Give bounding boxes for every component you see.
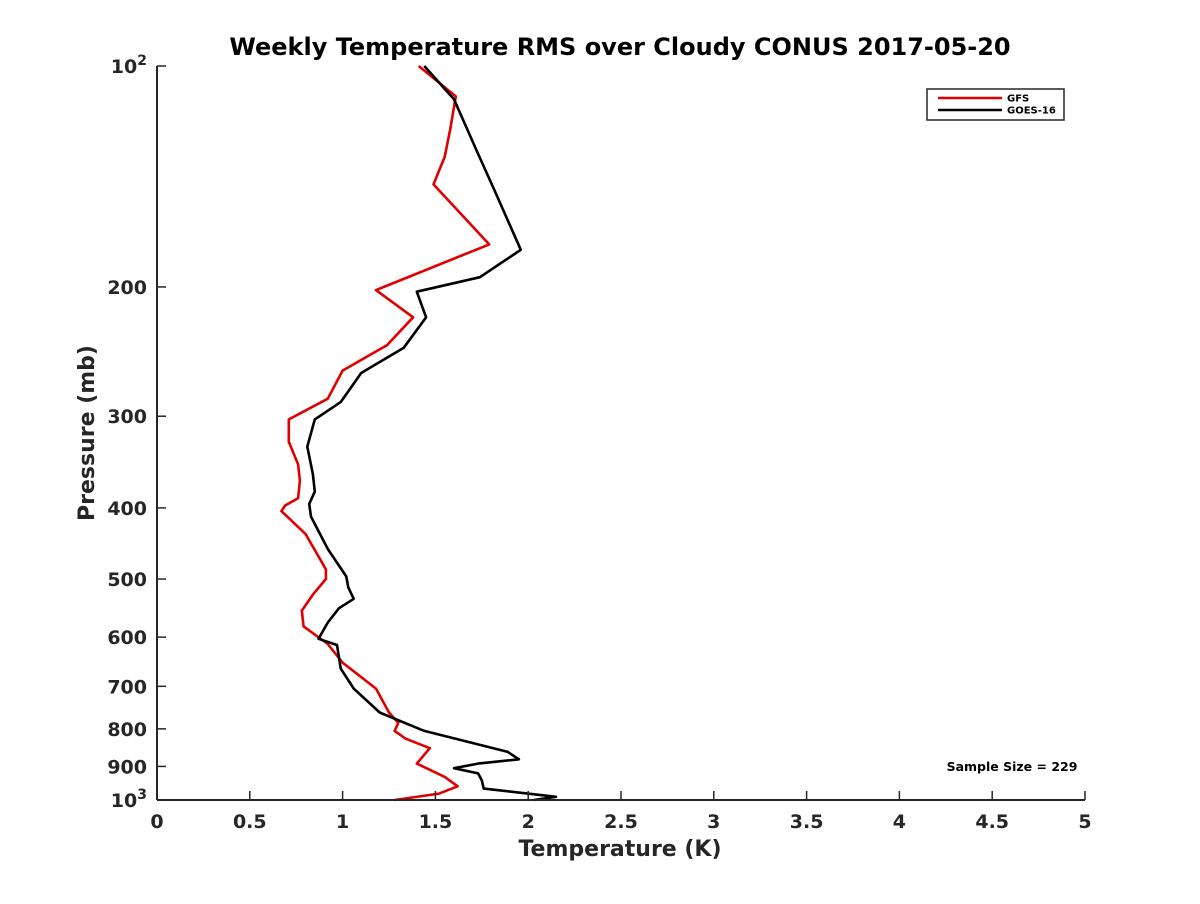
x-tick-label: 3.5 (790, 811, 824, 833)
legend-label-goes16: GOES-16 (1007, 106, 1056, 117)
series-line-goes16 (305, 65, 558, 802)
y-tick-label: 200 (107, 277, 147, 299)
x-axis-label: Temperature (K) (518, 837, 721, 862)
x-tick-label: 1 (336, 811, 349, 833)
legend-box (926, 88, 1065, 121)
y-tick-label: 400 (107, 498, 147, 520)
y-tick-label: 600 (107, 627, 147, 649)
y-tick-label: 500 (107, 569, 147, 591)
y-tick-label: 900 (107, 756, 147, 778)
legend: GFS GOES-16 (926, 88, 1065, 121)
ticks: 0 0.5 1 1.5 2 2.5 3 3.5 4 4.5 5 102 200 300 400 500 600 7… (107, 53, 1091, 833)
x-tick-label: 0 (150, 811, 163, 833)
y-axis-label: Pressure (mb) (75, 345, 100, 521)
x-tick-label: 2.5 (604, 811, 638, 833)
x-tick-label: 2 (522, 811, 535, 833)
x-tick-label: 0.5 (233, 811, 267, 833)
y-tick-label: 300 (107, 406, 147, 428)
sample-size-annotation: Sample Size = 229 (947, 759, 1078, 774)
y-tick-label: 800 (107, 719, 147, 741)
x-tick-label: 4.5 (975, 811, 1009, 833)
y-tick-label: 103 (111, 787, 147, 812)
x-tick-label: 5 (1078, 811, 1091, 833)
series-layer (280, 64, 558, 802)
chart-title: Weekly Temperature RMS over Cloudy CONUS… (229, 33, 1010, 61)
x-tick-label: 4 (893, 811, 906, 833)
y-tick-label: 700 (107, 676, 147, 698)
x-tick-label: 3 (707, 811, 720, 833)
x-tick-label: 1.5 (419, 811, 453, 833)
legend-label-gfs: GFS (1007, 94, 1029, 105)
y-tick-label: 102 (111, 53, 147, 78)
series-line-gfs (280, 64, 491, 802)
